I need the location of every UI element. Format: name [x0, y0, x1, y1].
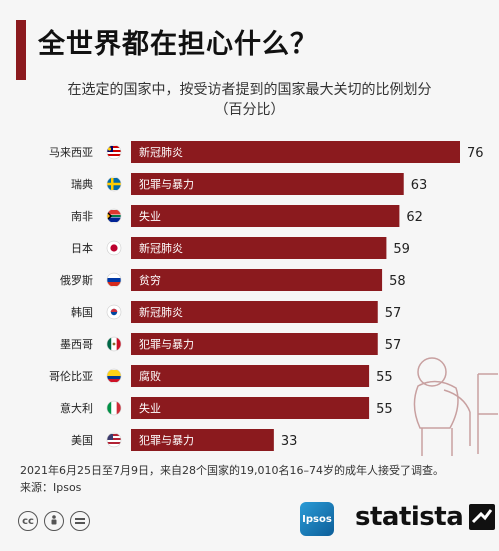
- value-label: 58: [389, 274, 406, 289]
- concern-label: 犯罪与暴力: [139, 338, 194, 351]
- category-label: 美国: [71, 434, 93, 447]
- license-icons: cc: [18, 511, 90, 531]
- category-label: 意大利: [60, 401, 93, 415]
- bar[interactable]: [131, 365, 370, 387]
- subtitle-line-2: （百分比）: [214, 102, 285, 118]
- sweden-flag-icon: [106, 176, 122, 192]
- source-note: 来源：Ipsos: [20, 481, 82, 494]
- subtitle-line-1: 在选定的国家中，按受访者提到的国家最大关切的比例划分: [67, 82, 432, 98]
- italy-flag-icon: [106, 400, 122, 416]
- chart-subtitle: 在选定的国家中，按受访者提到的国家最大关切的比例划分 （百分比）: [0, 80, 499, 120]
- concern-label: 犯罪与暴力: [139, 178, 194, 191]
- concern-label: 新冠肺炎: [139, 305, 183, 319]
- concern-label: 新冠肺炎: [139, 145, 183, 159]
- category-label: 哥伦比亚: [49, 369, 93, 383]
- value-label: 59: [393, 242, 410, 257]
- concern-label: 失业: [139, 210, 161, 223]
- concern-label: 犯罪与暴力: [139, 434, 194, 447]
- concern-label: 新冠肺炎: [139, 241, 183, 255]
- bar[interactable]: [131, 269, 383, 291]
- title-accent-bar: [16, 20, 26, 80]
- mexico-flag-icon: [106, 336, 122, 352]
- category-label: 墨西哥: [60, 338, 93, 351]
- south-africa-flag-icon: [106, 208, 122, 224]
- statista-mark-icon: [469, 504, 496, 530]
- value-label: 63: [411, 178, 428, 193]
- colombia-flag-icon: [106, 368, 122, 384]
- statista-wordmark: statista: [355, 502, 464, 532]
- ipsos-logo: Ipsos: [300, 502, 334, 536]
- bar[interactable]: [131, 333, 378, 355]
- category-label: 马来西亚: [49, 146, 93, 159]
- russia-flag-icon: [106, 272, 122, 288]
- value-label: 62: [406, 210, 423, 225]
- survey-note: 2021年6月25日至7月9日，来自28个国家的19,010名16–74岁的成年…: [20, 464, 444, 477]
- category-label: 俄罗斯: [60, 274, 93, 287]
- category-label: 日本: [71, 241, 93, 255]
- bar[interactable]: [131, 397, 370, 419]
- chart-footnote: 2021年6月25日至7月9日，来自28个国家的19,010名16–74岁的成年…: [20, 462, 444, 496]
- concern-label: 腐败: [139, 369, 161, 383]
- category-label: 南非: [71, 210, 93, 223]
- malaysia-flag-icon: [106, 144, 122, 160]
- usa-flag-icon: [106, 432, 122, 448]
- japan-flag-icon: [106, 240, 122, 256]
- category-label: 韩国: [71, 305, 93, 319]
- attribution-icon[interactable]: [44, 511, 64, 531]
- bar[interactable]: [131, 205, 400, 227]
- no-derivatives-icon[interactable]: [70, 511, 90, 531]
- value-label: 33: [281, 434, 298, 449]
- worried-person-illustration: [413, 357, 498, 456]
- south-korea-flag-icon: [106, 304, 122, 320]
- concern-label: 失业: [139, 402, 161, 415]
- value-label: 76: [467, 146, 484, 161]
- category-label: 瑞典: [71, 177, 93, 191]
- bar[interactable]: [131, 237, 387, 259]
- bar[interactable]: [131, 173, 404, 195]
- cc-icon[interactable]: cc: [18, 511, 38, 531]
- value-label: 55: [376, 370, 393, 385]
- concern-label: 贫穷: [139, 273, 161, 287]
- chart-title: 全世界都在担心什么？: [38, 29, 318, 60]
- value-label: 57: [385, 338, 402, 353]
- value-label: 57: [385, 306, 402, 321]
- bar[interactable]: [131, 301, 378, 323]
- bar[interactable]: [131, 141, 460, 163]
- value-label: 55: [376, 402, 393, 417]
- bar[interactable]: [131, 429, 274, 451]
- statista-logo[interactable]: statista: [355, 502, 496, 532]
